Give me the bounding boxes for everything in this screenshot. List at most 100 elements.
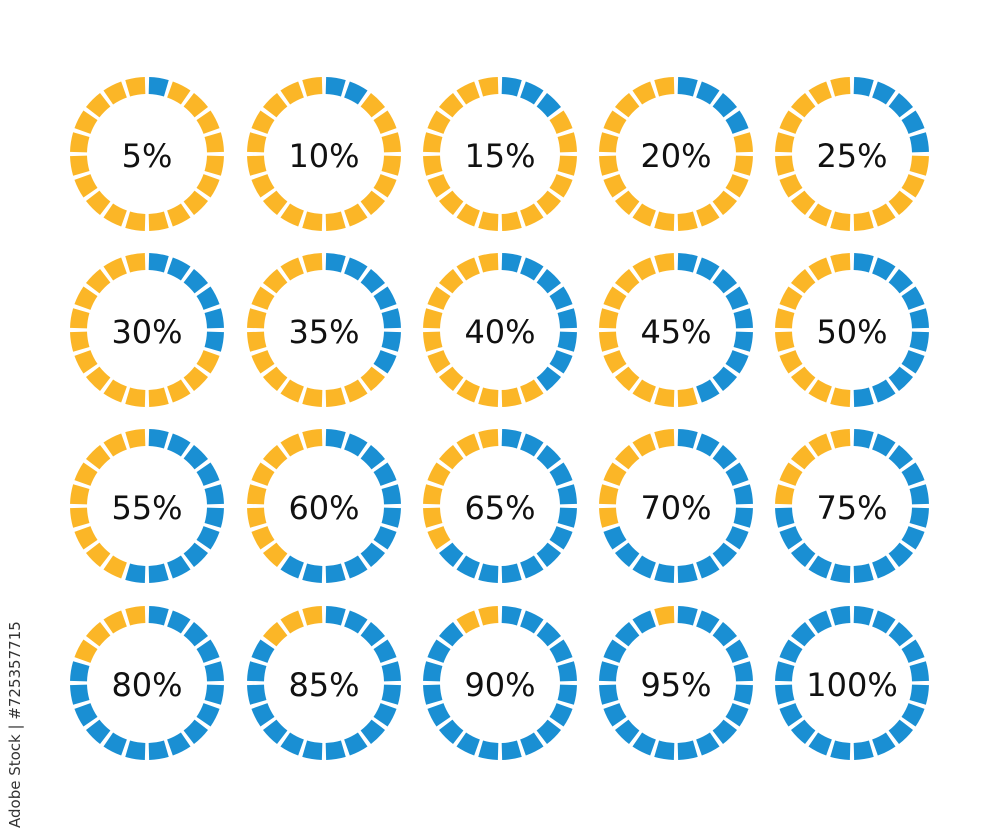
- ring-segment-filled: [148, 253, 169, 273]
- ring-segment-filled: [677, 253, 698, 273]
- progress-ring: 30%: [70, 253, 224, 407]
- ring-segment-filled: [183, 268, 209, 294]
- ring-segment-empty: [478, 387, 499, 407]
- ring-segment-filled: [808, 555, 832, 579]
- ring-segment-empty: [830, 387, 851, 407]
- ring-segment-empty: [599, 155, 619, 176]
- ring-segment-filled: [725, 526, 749, 550]
- ring-segment-filled: [360, 719, 386, 745]
- ring-segment-empty: [85, 190, 111, 216]
- ring-segment-filled: [204, 331, 224, 352]
- progress-ring: 95%: [599, 606, 753, 760]
- ring-segment-filled: [872, 379, 896, 403]
- ring-segment-filled: [872, 732, 896, 756]
- ring-segment-empty: [775, 331, 795, 352]
- ring-segment-empty: [456, 257, 480, 281]
- ring-segment-empty: [302, 77, 323, 97]
- ring-segment-filled: [167, 610, 191, 634]
- ring-segment-empty: [614, 268, 640, 294]
- ring-segment-empty: [204, 132, 224, 153]
- ring-segment-empty: [790, 190, 816, 216]
- progress-ring: 85%: [247, 606, 401, 760]
- ring-segment-filled: [549, 526, 573, 550]
- ring-segment-empty: [775, 308, 795, 329]
- ring-segment-filled: [888, 92, 914, 118]
- ring-segment-filled: [381, 661, 401, 682]
- ring-segment-filled: [125, 563, 146, 583]
- percent-label: 60%: [288, 489, 359, 527]
- ring-segment-filled: [536, 268, 562, 294]
- ring-segment-empty: [677, 211, 698, 231]
- ring-segment-filled: [520, 433, 544, 457]
- progress-ring: 80%: [70, 606, 224, 760]
- ring-segment-filled: [853, 77, 874, 97]
- ring-segment-empty: [251, 286, 275, 310]
- ring-segment-filled: [872, 433, 896, 457]
- ring-segment-empty: [603, 462, 627, 486]
- progress-ring: 100%: [775, 606, 929, 760]
- ring-segment-filled: [456, 732, 480, 756]
- ring-segment-filled: [325, 429, 346, 449]
- ring-segment-empty: [85, 444, 111, 470]
- ring-segment-empty: [557, 155, 577, 176]
- progress-ring: 5%: [70, 77, 224, 231]
- ring-segment-empty: [603, 110, 627, 134]
- ring-segment-empty: [262, 190, 288, 216]
- ring-segment-filled: [423, 684, 443, 705]
- ring-segment-empty: [654, 253, 675, 273]
- ring-segment-empty: [438, 444, 464, 470]
- ring-segment-empty: [599, 308, 619, 329]
- percent-label: 80%: [111, 666, 182, 704]
- ring-segment-empty: [557, 132, 577, 153]
- ring-segment-empty: [262, 268, 288, 294]
- ring-segment-empty: [381, 155, 401, 176]
- ring-segment-empty: [632, 433, 656, 457]
- ring-segment-filled: [872, 555, 896, 579]
- ring-segment-empty: [381, 132, 401, 153]
- ring-segment-empty: [125, 77, 146, 97]
- ring-segment-filled: [251, 703, 275, 727]
- ring-segment-empty: [549, 110, 573, 134]
- ring-segment-empty: [251, 110, 275, 134]
- ring-segment-empty: [599, 331, 619, 352]
- ring-segment-empty: [280, 379, 304, 403]
- ring-segment-filled: [775, 684, 795, 705]
- ring-segment-filled: [344, 257, 368, 281]
- ring-segment-empty: [456, 203, 480, 227]
- ring-segment-empty: [456, 610, 480, 634]
- ring-segment-filled: [381, 507, 401, 528]
- ring-segment-filled: [549, 350, 573, 374]
- ring-segment-filled: [614, 542, 640, 568]
- ring-segment-empty: [360, 92, 386, 118]
- ring-segment-filled: [733, 507, 753, 528]
- ring-segment-filled: [360, 542, 386, 568]
- ring-segment-empty: [280, 257, 304, 281]
- ring-segment-filled: [790, 542, 816, 568]
- progress-ring: 25%: [775, 77, 929, 231]
- ring-segment-empty: [373, 174, 397, 198]
- ring-segment-filled: [599, 684, 619, 705]
- ring-segment-empty: [74, 639, 98, 663]
- ring-segment-filled: [196, 703, 220, 727]
- ring-segment-empty: [790, 444, 816, 470]
- ring-segment-empty: [251, 526, 275, 550]
- ring-segment-filled: [247, 661, 267, 682]
- ring-segment-filled: [808, 610, 832, 634]
- ring-segment-filled: [280, 555, 304, 579]
- percent-label: 5%: [122, 137, 173, 175]
- ring-segment-filled: [167, 433, 191, 457]
- ring-segment-filled: [712, 719, 738, 745]
- ring-segment-empty: [599, 132, 619, 153]
- ring-segment-filled: [712, 444, 738, 470]
- ring-segment-filled: [438, 621, 464, 647]
- ring-segment-filled: [520, 555, 544, 579]
- ring-segment-empty: [872, 203, 896, 227]
- ring-segment-empty: [70, 308, 90, 329]
- ring-segment-filled: [373, 286, 397, 310]
- ring-segment-filled: [167, 257, 191, 281]
- ring-segment-empty: [501, 211, 522, 231]
- percent-label: 45%: [640, 313, 711, 351]
- ring-segment-filled: [614, 719, 640, 745]
- ring-segment-filled: [381, 308, 401, 329]
- ring-segment-empty: [302, 606, 323, 626]
